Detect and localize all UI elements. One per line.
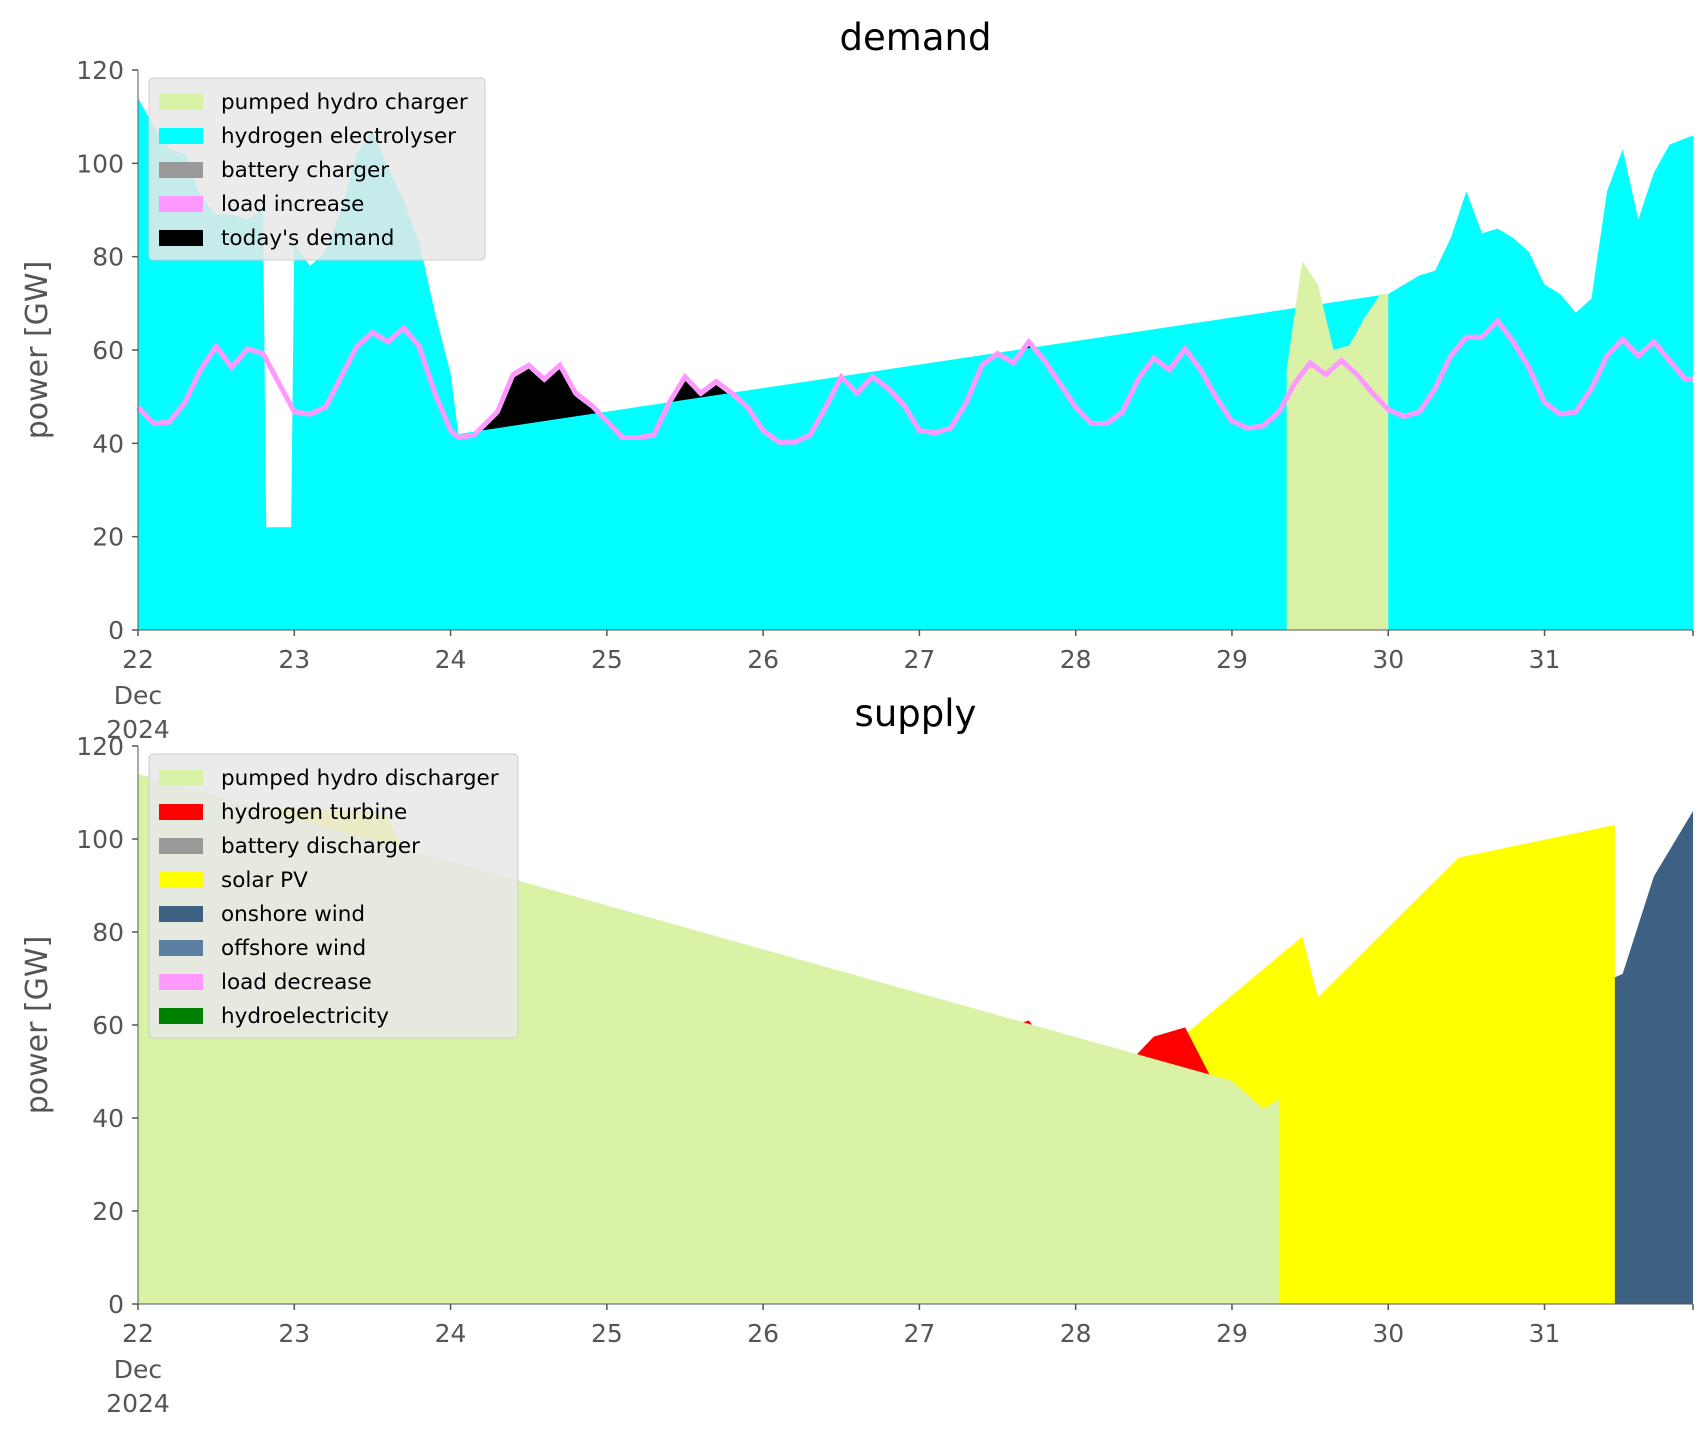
legend-box: [148, 753, 519, 1039]
legend-label: battery charger: [221, 158, 389, 183]
legend-label: load increase: [221, 192, 364, 217]
legend-label: today's demand: [221, 226, 394, 251]
legend-swatch: [159, 906, 203, 922]
x-tick-label: 27: [904, 645, 936, 674]
x-tick-label: 28: [1060, 645, 1092, 674]
legend-label: hydroelectricity: [221, 1004, 389, 1029]
legend-label: solar PV: [221, 868, 308, 893]
legend-label: load decrease: [221, 970, 372, 995]
legend-swatch: [159, 94, 203, 110]
x-tick-label: 26: [747, 645, 779, 674]
legend-swatch: [159, 872, 203, 888]
y-tick-label: 100: [76, 825, 124, 854]
legend-swatch: [159, 770, 203, 786]
chart-panel-supply: 0 20 40 60 80 100 120 22 Dec 2024 23 24 25 26 27 28 29 30…: [20, 692, 1694, 1418]
series-area-pumped-hydro-charger: [1286, 261, 1389, 630]
legend-label: hydrogen electrolyser: [221, 124, 456, 149]
y-tick-label: 120: [76, 56, 124, 85]
y-tick-label: 40: [92, 429, 124, 458]
legend-swatch: [159, 804, 203, 820]
x-tick-sublabel: Dec: [114, 681, 162, 710]
x-tick-label: 29: [1216, 1319, 1248, 1348]
chart-title: demand: [840, 16, 992, 59]
y-tick-label: 40: [92, 1104, 124, 1133]
legend-swatch: [159, 128, 203, 144]
legend-swatch: [159, 940, 203, 956]
legend-swatch: [159, 838, 203, 854]
x-tick-label: 27: [904, 1319, 936, 1348]
y-tick-label: 0: [108, 616, 124, 645]
x-tick-label: 25: [591, 1319, 623, 1348]
legend-swatch: [159, 230, 203, 246]
x-tick-label: 22: [122, 645, 154, 674]
legend-swatch: [159, 974, 203, 990]
chart-panel-demand: 0 20 40 60 80 100 120 22 Dec 2024 23 24 25 26 27 28 29 30…: [20, 16, 1694, 744]
y-tick-label: 80: [92, 918, 124, 947]
legend-swatch: [159, 196, 203, 212]
x-tick-label: 31: [1529, 645, 1561, 674]
x-tick-sublabel: Dec: [114, 1355, 162, 1384]
x-tick-label: 22: [122, 1319, 154, 1348]
x-tick-label: 24: [435, 1319, 467, 1348]
legend-swatch: [159, 1008, 203, 1024]
x-tick-label: 23: [278, 1319, 310, 1348]
x-tick-label: 28: [1060, 1319, 1092, 1348]
x-tick-label: 30: [1372, 1319, 1404, 1348]
y-tick-label: 0: [108, 1290, 124, 1319]
chart-title: supply: [855, 692, 977, 735]
y-axis-label: power [GW]: [20, 936, 55, 1115]
legend-label: hydrogen turbine: [221, 800, 407, 825]
y-tick-label: 100: [76, 149, 124, 178]
x-tick-label: 31: [1529, 1319, 1561, 1348]
series-line-load-increase: [136, 316, 1693, 445]
x-tick-label: 29: [1216, 645, 1248, 674]
y-tick-label: 120: [76, 732, 124, 761]
legend-label: offshore wind: [221, 936, 366, 961]
x-tick-label: 24: [435, 645, 467, 674]
x-tick-label: 25: [591, 645, 623, 674]
legend-label: onshore wind: [221, 902, 365, 927]
x-tick-label: 30: [1372, 645, 1404, 674]
x-tick-label: 26: [747, 1319, 779, 1348]
y-tick-label: 20: [92, 1197, 124, 1226]
legend-swatch: [159, 162, 203, 178]
x-tick-label: 23: [278, 645, 310, 674]
legend-box: [148, 77, 486, 261]
legend-label: pumped hydro charger: [221, 90, 468, 115]
y-tick-label: 80: [92, 243, 124, 272]
y-axis-label: power [GW]: [20, 261, 55, 440]
x-tick-sublabel: 2024: [106, 1389, 170, 1418]
y-tick-label: 60: [92, 1011, 124, 1040]
y-tick-label: 60: [92, 336, 124, 365]
x-tick-sublabel: 2024: [106, 715, 170, 744]
legend-label: battery discharger: [221, 834, 420, 859]
y-tick-label: 20: [92, 523, 124, 552]
legend-label: pumped hydro discharger: [221, 766, 499, 791]
